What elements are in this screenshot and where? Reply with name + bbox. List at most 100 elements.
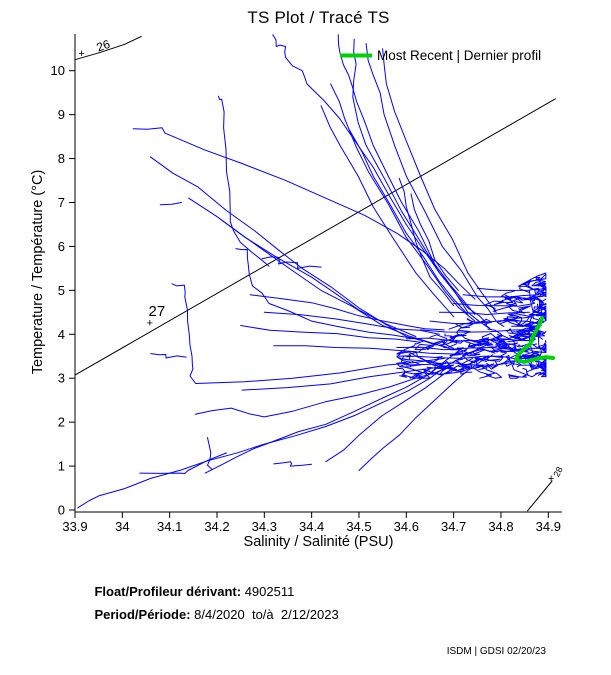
- profile-cluster-line: [511, 363, 547, 378]
- period-value: 8/4/2020 to/à 2/12/2023: [190, 607, 339, 622]
- profile-line: [352, 38, 476, 315]
- profile-line: [398, 177, 455, 307]
- profile-cluster-line: [501, 288, 547, 301]
- profile-cluster-line: [515, 325, 546, 340]
- y-tick-label: 6: [58, 239, 65, 254]
- float-id-line: Float/Profileur dérivant: 4902511: [80, 569, 294, 614]
- profile-cluster-line: [429, 334, 458, 349]
- profile-cluster-line: [458, 364, 473, 375]
- profile-cluster-line: [499, 316, 530, 327]
- profile-line: [358, 360, 483, 471]
- x-tick-label: 33.9: [62, 519, 87, 534]
- profile-cluster-line: [534, 286, 547, 293]
- density-contour-27: [74, 98, 556, 376]
- y-tick-label: 2: [58, 415, 65, 430]
- page-title: TS Plot / Tracé TS: [247, 8, 390, 27]
- y-tick-label: 7: [58, 195, 65, 210]
- profile-line: [194, 364, 455, 418]
- profile-cluster-line: [496, 315, 523, 327]
- profile-line: [337, 34, 492, 331]
- x-tick-label: 34.9: [536, 519, 561, 534]
- profile-line: [476, 287, 540, 291]
- most-recent-profile: [514, 316, 555, 364]
- x-tick-label: 34.8: [488, 519, 513, 534]
- y-tick-label: 4: [58, 327, 65, 342]
- profile-cluster-line: [532, 343, 547, 353]
- profile-line: [365, 43, 497, 322]
- profile-line: [330, 83, 476, 322]
- most-recent-profile-line: [514, 316, 555, 364]
- profile-cluster-line: [537, 366, 547, 378]
- profile-cluster-line: [491, 344, 524, 353]
- profile-line: [149, 156, 455, 351]
- profile-line: [241, 364, 455, 391]
- profile-cluster-line: [448, 318, 474, 330]
- x-tick-label: 34.1: [157, 519, 182, 534]
- profile-cluster-line: [487, 328, 512, 349]
- profile-line: [410, 193, 459, 291]
- profile-cluster-line: [492, 300, 527, 314]
- profile-cluster-line: [501, 290, 524, 304]
- profile-cluster-line: [486, 360, 522, 368]
- profile-line: [235, 248, 417, 340]
- profile-line: [150, 353, 187, 359]
- profile-cluster-line: [508, 328, 537, 340]
- profile-line: [462, 294, 540, 298]
- profile-cluster-line: [399, 340, 442, 360]
- profile-cluster-line: [457, 360, 502, 379]
- profile-cluster-line: [431, 361, 450, 376]
- profile-cluster-line: [538, 298, 547, 307]
- x-tick-label: 34: [115, 519, 129, 534]
- profile-cluster-line: [464, 341, 503, 353]
- x-tick-label: 34.7: [441, 519, 466, 534]
- profile-cluster-line: [396, 367, 423, 379]
- profile-line: [453, 303, 535, 307]
- float-id-value: 4902511: [241, 584, 295, 599]
- legend-most-recent-label: Most Recent | Dernier profil: [377, 48, 542, 63]
- profile-cluster-line: [485, 294, 512, 313]
- profile-cluster-line: [449, 347, 469, 356]
- y-tick-label: 0: [58, 503, 65, 518]
- profile-cluster-line: [495, 342, 518, 350]
- profile-cluster-line: [466, 333, 509, 354]
- profile-cluster-line: [449, 339, 489, 347]
- isdm-watermark: ISDM | GDSI 02/20/23: [446, 646, 546, 657]
- profile-line: [240, 325, 421, 343]
- axis-ticks: 33.9 34 34.1 34.2 34.3 34.4 34.5 34.6 34.7 34.8 34…: [51, 63, 561, 534]
- y-axis-title: Temperature / Température (°C): [30, 169, 46, 375]
- profile-cluster-line: [444, 326, 471, 339]
- profile-cluster-line: [517, 280, 535, 293]
- profile-line: [217, 95, 270, 267]
- x-tick-label: 34.6: [394, 519, 419, 534]
- profile-cluster-line: [508, 367, 529, 379]
- x-tick-label: 34.4: [299, 519, 324, 534]
- profile-cluster-line: [529, 288, 547, 298]
- profile-cluster-line: [449, 347, 469, 354]
- contour-label-28: 28: [551, 465, 564, 478]
- profile-cluster-line: [531, 273, 547, 289]
- y-tick-label: 8: [58, 151, 65, 166]
- y-tick-label: 9: [58, 107, 65, 122]
- profile-line: [382, 48, 497, 313]
- profile-lines: [77, 34, 543, 509]
- period-line: Period/Période: 8/4/2020 to/à 2/12/2023: [80, 592, 339, 637]
- profile-cluster-line: [462, 349, 501, 364]
- profile-cluster-line: [543, 343, 547, 352]
- profile-cluster-line: [498, 347, 530, 358]
- profile-cluster-line: [504, 346, 518, 367]
- x-tick-label: 34.3: [252, 519, 277, 534]
- profile-line: [320, 105, 455, 318]
- profile-line: [273, 345, 455, 355]
- axes: [74, 34, 562, 513]
- density-contour-26: [74, 35, 142, 61]
- contour-plus-marker: +: [147, 318, 153, 330]
- profile-cluster-line: [397, 356, 453, 376]
- profile-cluster-line: [455, 318, 493, 329]
- float-id-label: Float/Profileur dérivant:: [94, 584, 242, 599]
- contour-plus-marker: +: [548, 473, 554, 485]
- period-label: Period/Période:: [94, 607, 191, 622]
- profile-line: [325, 357, 474, 463]
- contour-plus-marker: +: [78, 48, 84, 60]
- profile-line: [249, 294, 445, 331]
